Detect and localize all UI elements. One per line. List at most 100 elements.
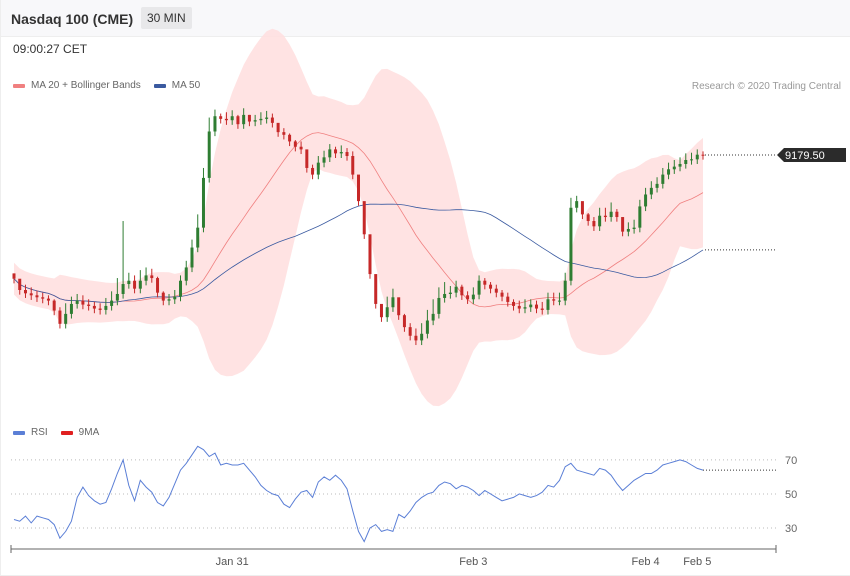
candle-body — [12, 273, 16, 279]
candle-body — [334, 149, 338, 154]
x-tick-label: Feb 4 — [632, 556, 660, 568]
candle — [196, 214, 200, 253]
candle — [242, 108, 246, 129]
candle-body — [523, 307, 527, 309]
candle — [540, 301, 544, 315]
candle — [701, 151, 705, 160]
candle-body — [167, 299, 171, 301]
ma50-line — [13, 203, 704, 303]
candle-body — [253, 120, 257, 122]
candle-body — [357, 174, 360, 202]
candle — [615, 209, 619, 222]
rsi-tick-label: 30 — [785, 523, 797, 535]
candle-body — [477, 280, 481, 295]
candle — [81, 295, 85, 310]
candle-body — [110, 300, 114, 306]
candle — [368, 234, 372, 279]
candle — [247, 114, 251, 127]
candle — [414, 328, 418, 346]
candle-body — [695, 154, 699, 160]
candle — [661, 167, 665, 189]
candle-body — [115, 293, 119, 301]
candle — [18, 278, 22, 295]
candle — [46, 295, 50, 306]
candle-body — [322, 157, 326, 163]
candle — [592, 217, 596, 231]
candle — [230, 110, 234, 125]
candle — [552, 292, 556, 306]
candle-body — [563, 280, 567, 301]
candle-body — [98, 308, 102, 310]
candle-body — [529, 304, 533, 308]
legend-label-rsi: RSI — [31, 427, 48, 438]
candle-body — [345, 152, 349, 157]
candle — [517, 300, 521, 314]
candle — [87, 299, 91, 311]
rsi-line — [13, 445, 704, 543]
candle — [563, 272, 567, 306]
rsi-tick-label: 50 — [785, 489, 797, 501]
candle — [471, 287, 475, 304]
candle-body — [207, 131, 211, 178]
candle — [259, 112, 263, 125]
candle-body — [270, 117, 274, 123]
candle — [437, 287, 441, 319]
candle-body — [156, 278, 160, 293]
candle-body — [569, 207, 573, 281]
candle-body — [213, 116, 217, 132]
candle — [69, 296, 73, 319]
candle — [150, 268, 154, 283]
candle-body — [603, 215, 607, 218]
legend-item-9ma: 9MA — [60, 427, 99, 438]
candle-body — [672, 166, 676, 170]
candle-body — [23, 290, 27, 294]
candle — [408, 323, 412, 341]
candle-body — [311, 167, 315, 175]
candle-body — [184, 267, 188, 281]
candle-body — [299, 146, 303, 150]
candle — [179, 275, 183, 302]
ma20-line — [13, 132, 704, 308]
candle-body — [448, 292, 452, 294]
candle — [75, 293, 79, 309]
candle-body — [552, 299, 556, 301]
candle-body — [144, 275, 148, 281]
candle-body — [408, 327, 412, 336]
candle-body — [127, 280, 131, 285]
candle-body — [374, 274, 378, 304]
interval-button[interactable]: 30 MIN — [141, 7, 192, 29]
candle-body — [402, 315, 406, 328]
legend-item-ma50: MA 50 — [153, 80, 200, 91]
candle — [305, 149, 309, 173]
candle — [546, 292, 550, 315]
candle — [357, 174, 360, 206]
candle — [224, 112, 228, 125]
candle-body — [598, 215, 602, 227]
candle — [173, 290, 177, 304]
candle-body — [626, 228, 630, 232]
candle — [12, 273, 16, 284]
candle — [621, 217, 625, 237]
candle-body — [104, 305, 108, 310]
candle — [322, 150, 326, 168]
candles — [12, 108, 705, 346]
candle — [557, 292, 561, 306]
moving-averages — [13, 132, 704, 308]
candle-body — [414, 335, 418, 341]
candle-body — [540, 308, 544, 310]
candle-body — [621, 217, 625, 232]
candle — [667, 162, 671, 180]
candle-body — [247, 114, 251, 122]
candle-body — [87, 304, 91, 306]
candle — [293, 140, 297, 152]
candle — [201, 167, 205, 233]
candle-body — [316, 162, 320, 175]
candle-body — [437, 297, 441, 314]
candle — [672, 160, 676, 174]
candle-body — [179, 280, 183, 297]
candle-body — [632, 227, 636, 229]
candle — [29, 287, 33, 300]
candle — [362, 201, 366, 239]
candle — [219, 113, 223, 124]
